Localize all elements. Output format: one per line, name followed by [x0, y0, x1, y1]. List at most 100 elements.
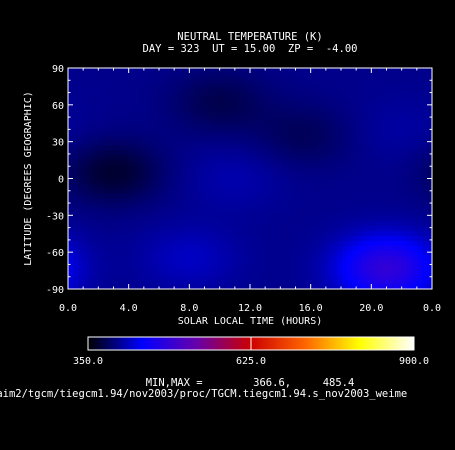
heatmap-cell [372, 207, 378, 213]
heatmap-cell [427, 178, 432, 184]
heatmap-cell [177, 188, 184, 194]
heatmap-cell [187, 106, 194, 112]
heatmap-cell [137, 192, 144, 199]
heatmap-cell [342, 68, 348, 74]
heatmap-cell [357, 120, 363, 127]
heatmap-cell [132, 236, 139, 242]
heatmap-cell [107, 135, 114, 141]
heatmap-cell [337, 125, 343, 132]
heatmap-cell [332, 159, 338, 165]
heatmap-cell [377, 140, 383, 146]
heatmap-cell [167, 82, 174, 88]
heatmap-cell [112, 279, 119, 285]
heatmap-cell [157, 96, 164, 103]
heatmap-cell [282, 250, 288, 256]
heatmap-cell [377, 250, 383, 256]
heatmap-cell [162, 202, 169, 208]
heatmap-cell [87, 240, 94, 247]
heatmap-cell [177, 82, 184, 88]
heatmap-cell [342, 130, 348, 136]
heatmap-cell [167, 125, 174, 132]
heatmap-cell [357, 207, 363, 213]
heatmap-cell [187, 236, 194, 242]
heatmap-cell [87, 221, 94, 228]
heatmap-cell [352, 164, 358, 170]
heatmap-cell [267, 183, 274, 189]
heatmap-cell [387, 212, 393, 218]
heatmap-cell [342, 260, 348, 266]
heatmap-cell [117, 192, 124, 199]
heatmap-cell [227, 274, 234, 280]
heatmap-cell [322, 159, 328, 165]
heatmap-cell [292, 87, 298, 93]
heatmap-cell [312, 164, 318, 170]
heatmap-cell [172, 188, 179, 194]
heatmap-cell [232, 120, 239, 127]
heatmap-cell [187, 221, 194, 228]
y-tick-label: -90 [46, 285, 64, 296]
heatmap-cell [302, 269, 308, 276]
heatmap-cell [347, 164, 353, 170]
heatmap-cell [372, 226, 378, 232]
heatmap-cell [187, 250, 194, 256]
heatmap-cell [102, 216, 109, 223]
heatmap-cell [212, 264, 219, 271]
heatmap-cell [207, 164, 214, 170]
heatmap-cell [387, 149, 393, 156]
heatmap-cell [232, 236, 239, 242]
heatmap-cell [317, 255, 323, 261]
heatmap-cell [332, 231, 338, 237]
heatmap-cell [217, 178, 224, 184]
heatmap-cell [147, 159, 154, 165]
heatmap-cell [397, 101, 403, 108]
heatmap-cell [317, 216, 323, 223]
heatmap-cell [297, 221, 303, 228]
heatmap-cell [107, 87, 114, 93]
heatmap-cell [357, 274, 363, 280]
heatmap-cell [357, 135, 363, 141]
heatmap-cell [257, 250, 264, 256]
heatmap-cell [197, 87, 204, 93]
heatmap-cell [97, 226, 104, 232]
heatmap-cell [117, 264, 124, 271]
heatmap-cell [222, 240, 229, 247]
heatmap-cell [247, 279, 254, 285]
heatmap-cell [197, 120, 204, 127]
heatmap-cell [232, 197, 239, 204]
heatmap-cell [97, 82, 104, 88]
heatmap-cell [417, 192, 423, 199]
heatmap-cell [122, 264, 129, 271]
heatmap-cell [172, 130, 179, 136]
heatmap-cell [332, 279, 338, 285]
heatmap-cell [242, 101, 249, 108]
heatmap-cell [347, 274, 353, 280]
heatmap-cell [412, 255, 418, 261]
heatmap-cell [302, 144, 308, 151]
heatmap-cell [232, 202, 239, 208]
heatmap-cell [177, 130, 184, 136]
heatmap-cell [152, 116, 159, 122]
heatmap-cell [397, 226, 403, 232]
heatmap-cell [127, 120, 134, 127]
heatmap-cell [317, 106, 323, 112]
heatmap-cell [112, 77, 119, 84]
heatmap-cell [167, 207, 174, 213]
heatmap-cell [177, 168, 184, 175]
heatmap-cell [402, 260, 408, 266]
heatmap-cell [87, 149, 94, 156]
heatmap-cell [187, 207, 194, 213]
heatmap-cell [362, 284, 368, 289]
heatmap-cell [392, 279, 398, 285]
heatmap-cell [122, 92, 129, 98]
heatmap-cell [157, 120, 164, 127]
heatmap-cell [222, 231, 229, 237]
heatmap-cell [142, 250, 149, 256]
heatmap-cell [82, 255, 89, 261]
heatmap-cell [142, 255, 149, 261]
heatmap-cell [382, 92, 388, 98]
heatmap-cell [187, 274, 194, 280]
heatmap-cell [387, 255, 393, 261]
heatmap-cell [417, 188, 423, 194]
heatmap-cell [187, 164, 194, 170]
heatmap-cell [377, 255, 383, 261]
